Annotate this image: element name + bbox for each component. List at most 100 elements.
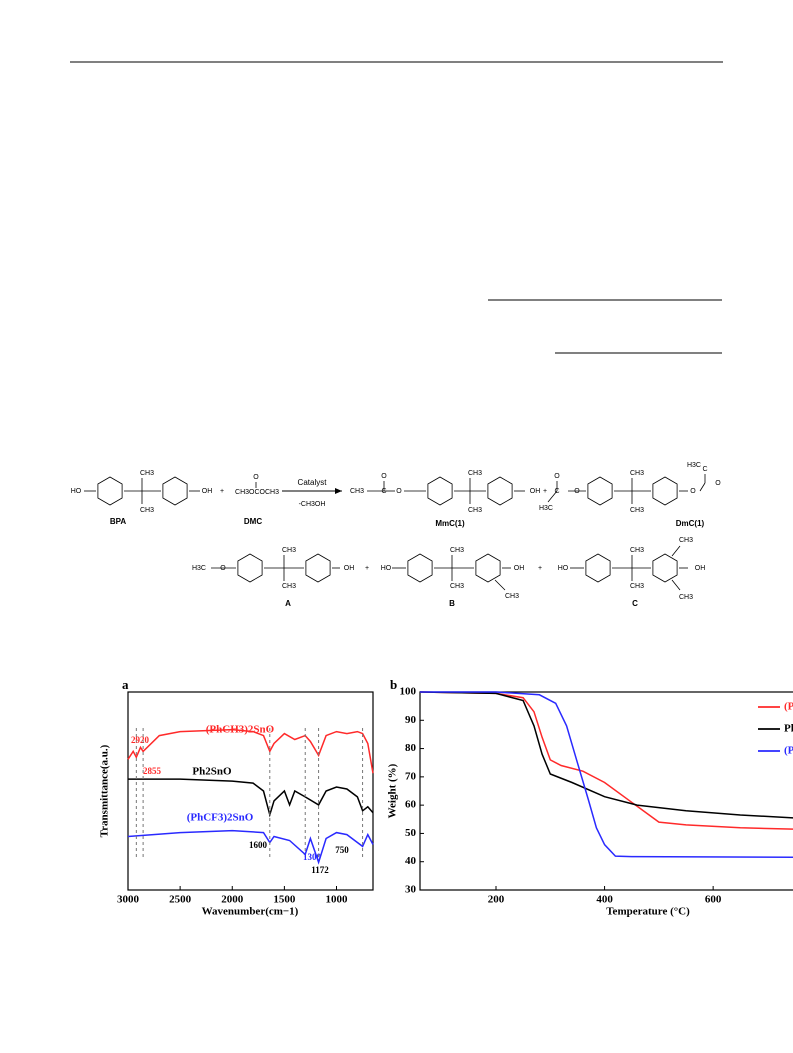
chem-fragment: OH xyxy=(202,488,213,495)
legend-label: (PhCF3)2SnO xyxy=(784,745,793,757)
plot-frame xyxy=(127,691,374,891)
chem-fragment: O xyxy=(554,473,560,480)
chem-fragment: O xyxy=(220,565,226,572)
x-tick-label: 2500 xyxy=(169,894,192,906)
byproduct: -CH3OH xyxy=(299,501,326,508)
chem-fragment: CH3 xyxy=(468,470,482,477)
x-tick-label: 400 xyxy=(596,894,613,906)
bond xyxy=(671,579,681,591)
compound-label: A xyxy=(285,599,291,608)
chem-fragment: OH xyxy=(530,488,541,495)
benzene-ring xyxy=(305,553,331,583)
chem-fragment: H3C xyxy=(192,565,206,572)
peak-label: 1172 xyxy=(311,865,329,875)
chem-fragment: CH3 xyxy=(450,583,464,590)
chem-fragment: + xyxy=(538,565,542,572)
chem-fragment: OH xyxy=(695,565,706,572)
chem-fragment: HO xyxy=(558,565,569,572)
chem-fragment: C xyxy=(702,466,707,473)
y-tick-label: 70 xyxy=(405,770,417,782)
y-tick-label: 40 xyxy=(405,855,417,867)
chem-fragment: + xyxy=(543,488,547,495)
data-line xyxy=(127,728,374,774)
arrow-head xyxy=(335,488,342,494)
data-line xyxy=(419,691,793,830)
chem-fragment: CH3OCOCH3 xyxy=(235,489,279,496)
x-axis-label: Wavenumber(cm−1) xyxy=(202,906,299,918)
compound-label: C xyxy=(632,599,638,608)
chem-fragment: CH3 xyxy=(505,593,519,600)
peak-label: 2920 xyxy=(131,735,150,745)
data-line xyxy=(128,778,374,818)
panel-label: a xyxy=(122,677,129,692)
legend-label: (PhCH3)2SnO xyxy=(784,701,793,713)
y-tick-label: 60 xyxy=(405,799,417,811)
y-tick-label: 50 xyxy=(405,827,417,839)
compound-label: MmC(1) xyxy=(435,519,465,528)
y-tick-label: 90 xyxy=(405,714,417,726)
benzene-ring xyxy=(475,553,501,583)
chem-fragment: O xyxy=(715,480,721,487)
y-tick-label: 100 xyxy=(400,686,417,698)
compound-label: B xyxy=(449,599,455,608)
chem-fragment: HO xyxy=(71,488,82,495)
data-line xyxy=(127,829,374,865)
benzene-ring xyxy=(97,476,123,506)
chem-fragment: + xyxy=(365,565,369,572)
series-label: (PhCH3)2SnO xyxy=(206,724,275,736)
data-line xyxy=(419,691,793,819)
chem-fragment: CH3 xyxy=(630,547,644,554)
catalyst: Catalyst xyxy=(298,478,328,487)
chem-fragment: CH3 xyxy=(679,537,693,544)
benzene-ring xyxy=(407,553,433,583)
chem-fragment: H3C xyxy=(539,505,553,512)
chem-fragment: HO xyxy=(381,565,392,572)
peak-label: 1300 xyxy=(303,852,322,862)
chem-fragment: CH3 xyxy=(350,488,364,495)
benzene-ring xyxy=(162,476,188,506)
chem-fragment: CH3 xyxy=(468,507,482,514)
chem-fragment: + xyxy=(220,488,224,495)
y-axis-label: Transmittance(a.u.) xyxy=(99,744,111,837)
panel-label: b xyxy=(390,677,397,692)
y-tick-label: 30 xyxy=(405,884,417,896)
chem-fragment: CH3 xyxy=(282,547,296,554)
chem-fragment: O xyxy=(574,488,580,495)
chem-fragment: CH3 xyxy=(140,470,154,477)
benzene-ring xyxy=(487,476,513,506)
series-label: (PhCF3)2SnO xyxy=(187,812,254,824)
x-axis-label: Temperature (°C) xyxy=(606,906,690,918)
legend-label: Ph2SnO xyxy=(784,723,793,735)
chem-fragment: O xyxy=(253,474,259,481)
x-tick-label: 1500 xyxy=(273,894,296,906)
chem-fragment: C xyxy=(554,488,559,495)
chem-fragment: CH3 xyxy=(630,507,644,514)
y-tick-label: 80 xyxy=(405,742,417,754)
x-tick-label: 1000 xyxy=(326,894,349,906)
series-label: Ph2SnO xyxy=(192,766,232,778)
chart: a Wavenumber(cm−1) Transmittance(a.u.) 3000… xyxy=(99,677,374,918)
benzene-ring xyxy=(237,553,263,583)
chem-fragment: H3C xyxy=(687,462,701,469)
chem-fragment: CH3 xyxy=(679,594,693,601)
bond xyxy=(494,579,506,591)
chem-fragment: OH xyxy=(344,565,355,572)
x-tick-label: 200 xyxy=(488,894,505,906)
x-tick-label: 2000 xyxy=(221,894,244,906)
x-tick-label: 3000 xyxy=(117,894,140,906)
bond xyxy=(699,482,706,492)
chem-fragment: CH3 xyxy=(630,583,644,590)
chem-fragment: O xyxy=(396,488,402,495)
compound-label: BPA xyxy=(110,517,127,526)
data-line xyxy=(420,691,793,858)
benzene-ring xyxy=(427,476,453,506)
bond xyxy=(547,490,558,503)
chem-fragment: CH3 xyxy=(630,470,644,477)
peak-label: 750 xyxy=(335,845,349,855)
chem-fragment: OH xyxy=(514,565,525,572)
compound-label: DmC(1) xyxy=(676,519,705,528)
chem-fragment: O xyxy=(690,488,696,495)
x-tick-label: 600 xyxy=(705,894,722,906)
